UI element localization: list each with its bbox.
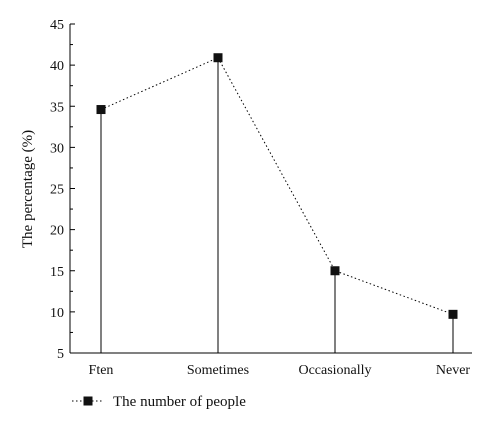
y-tick-label: 15 <box>50 265 64 280</box>
data-point <box>448 309 458 319</box>
x-tick-label: Ften <box>89 363 114 378</box>
data-points <box>96 53 458 319</box>
y-tick-label: 40 <box>50 59 64 74</box>
y-tick-label: 45 <box>50 18 64 33</box>
data-point <box>330 266 340 276</box>
y-axis-title: The percentage (%) <box>20 130 36 248</box>
series-line <box>100 57 454 315</box>
y-axis-ticks: 5 10 15 20 25 30 35 40 45 <box>50 18 75 362</box>
y-tick-label: 25 <box>50 183 64 198</box>
y-tick-label: 20 <box>50 224 64 239</box>
x-tick-label: Sometimes <box>187 363 249 378</box>
data-point <box>96 105 106 115</box>
stems <box>100 57 454 353</box>
x-tick-label: Never <box>436 363 471 378</box>
y-tick-label: 5 <box>57 347 64 362</box>
y-tick-label: 30 <box>50 141 64 156</box>
legend-label: The number of people <box>113 394 246 410</box>
legend: The number of people <box>72 394 246 410</box>
legend-marker <box>83 396 93 406</box>
data-point <box>213 53 223 63</box>
x-tick-label: Occasionally <box>298 363 371 378</box>
y-tick-label: 35 <box>50 100 64 115</box>
y-tick-label: 10 <box>50 306 64 321</box>
